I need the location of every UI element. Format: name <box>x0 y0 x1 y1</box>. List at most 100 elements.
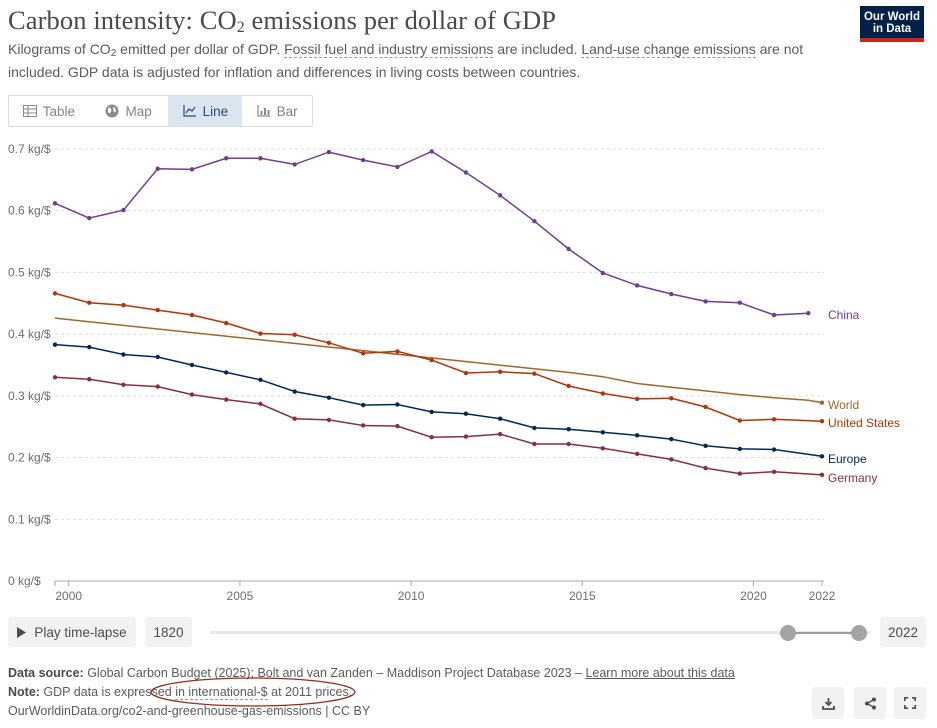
data-point-germany <box>429 435 434 440</box>
y-tick-label: 0.6 kg/$ <box>8 204 51 218</box>
data-point-europe <box>600 430 606 435</box>
annotation-ellipse <box>150 677 356 707</box>
data-point-china <box>737 300 743 305</box>
chart-subtitle: Kilograms of CO2 emitted per dollar of G… <box>8 41 804 80</box>
tab-table[interactable]: Table <box>9 96 89 126</box>
data-point-china <box>121 207 126 213</box>
y-tick-label: 0.2 kg/$ <box>8 451 51 465</box>
data-point-europe <box>360 402 366 408</box>
data-point-china <box>360 157 366 163</box>
data-point-germany <box>224 397 229 402</box>
data-point-united-states <box>395 349 400 354</box>
series-label-germany: Germany <box>828 471 877 485</box>
chart-title: Carbon intensity: CO2 emissions per doll… <box>8 5 557 36</box>
data-point-europe <box>634 433 640 438</box>
data-point-united-states <box>52 291 58 296</box>
data-point-china <box>429 149 434 154</box>
data-point-europe <box>395 402 400 407</box>
data-point-germany <box>737 471 743 476</box>
y-tick-label: 0.5 kg/$ <box>8 265 51 279</box>
series-line-germany <box>54 376 823 476</box>
timeline-selected-range <box>788 632 859 634</box>
data-point-europe <box>819 454 825 459</box>
data-point-germany <box>258 401 263 407</box>
x-tick-label: 2020 <box>740 589 767 603</box>
data-point-germany <box>360 423 366 428</box>
timeline-track[interactable] <box>210 631 870 634</box>
owid-logo[interactable]: Our World in Data <box>860 6 924 42</box>
data-point-europe <box>52 342 58 347</box>
data-point-united-states <box>258 331 263 336</box>
series-label-china: China <box>828 308 860 322</box>
fullscreen-button[interactable] <box>894 687 926 719</box>
data-point-china <box>395 164 400 170</box>
data-point-europe <box>189 362 195 368</box>
learn-more-link[interactable]: Learn more about this data <box>585 666 735 680</box>
data-point-united-states <box>497 369 503 374</box>
data-point-europe <box>326 395 332 400</box>
timeline-start-handle[interactable] <box>780 625 796 641</box>
data-point-united-states <box>669 396 674 401</box>
data-point-germany <box>292 416 297 421</box>
data-point-europe <box>155 354 160 360</box>
data-point-china <box>600 270 606 276</box>
data-point-china <box>806 310 811 316</box>
data-point-china <box>189 167 195 172</box>
data-source-line: Data source: Global Carbon Budget (2025)… <box>8 666 735 680</box>
data-point-germany <box>326 417 332 423</box>
share-button[interactable] <box>854 687 886 719</box>
data-point-united-states <box>292 332 297 337</box>
data-point-united-states <box>463 370 469 376</box>
data-point-china <box>497 193 503 198</box>
data-point-china <box>669 291 674 297</box>
start-year-label[interactable]: 1820 <box>145 617 192 647</box>
data-point-europe <box>703 443 708 449</box>
series-label-world: World <box>828 398 859 412</box>
land-use-definition-link[interactable]: Land-use change emissions <box>581 41 756 58</box>
data-point-europe <box>771 447 777 452</box>
data-point-united-states <box>326 340 332 345</box>
data-point-united-states <box>429 357 434 363</box>
play-label: Play time-lapse <box>34 624 127 640</box>
data-point-united-states <box>532 371 537 376</box>
series-line-world <box>54 317 823 404</box>
x-tick-label: 2010 <box>398 589 425 603</box>
international-dollar-link[interactable]: in international-$ <box>175 685 268 700</box>
table-icon <box>22 105 37 117</box>
data-point-china <box>87 215 92 221</box>
y-tick-label: 0.1 kg/$ <box>8 512 51 526</box>
series-line-united-states <box>54 292 823 422</box>
data-point-china <box>224 156 229 161</box>
share-icon <box>864 697 876 709</box>
data-point-germany <box>819 472 825 478</box>
data-point-germany <box>463 434 469 439</box>
timeline-end-handle[interactable] <box>851 625 867 641</box>
tab-bar[interactable]: Bar <box>242 96 312 126</box>
data-point-china <box>258 156 263 161</box>
data-point-united-states <box>566 383 571 389</box>
data-point-united-states <box>189 312 195 318</box>
data-point-europe <box>497 416 503 421</box>
data-point-china <box>155 166 160 171</box>
data-point-germany <box>87 376 92 382</box>
y-tick-label: 0 kg/$ <box>8 574 41 588</box>
footer: Data source: Global Carbon Budget (2025)… <box>8 664 735 721</box>
data-point-germany <box>395 423 400 429</box>
play-timelapse-button[interactable]: Play time-lapse <box>8 617 136 647</box>
fossil-fuel-definition-link[interactable]: Fossil fuel and industry emissions <box>284 41 494 58</box>
data-point-germany <box>189 392 195 397</box>
end-year-label[interactable]: 2022 <box>880 617 926 647</box>
data-point-germany <box>634 451 640 457</box>
download-button[interactable] <box>812 687 844 719</box>
data-point-united-states <box>87 300 92 305</box>
tab-map[interactable]: Map <box>89 96 169 126</box>
data-point-china <box>463 170 469 175</box>
data-point-europe <box>292 389 297 394</box>
globe-icon <box>105 104 119 118</box>
tab-label: Map <box>125 103 152 119</box>
data-point-europe <box>429 409 434 415</box>
source-url[interactable]: OurWorldinData.org/co2-and-greenhouse-ga… <box>8 704 371 718</box>
tab-line[interactable]: Line <box>168 96 243 126</box>
data-point-europe <box>463 411 469 416</box>
tab-label: Line <box>202 103 229 119</box>
